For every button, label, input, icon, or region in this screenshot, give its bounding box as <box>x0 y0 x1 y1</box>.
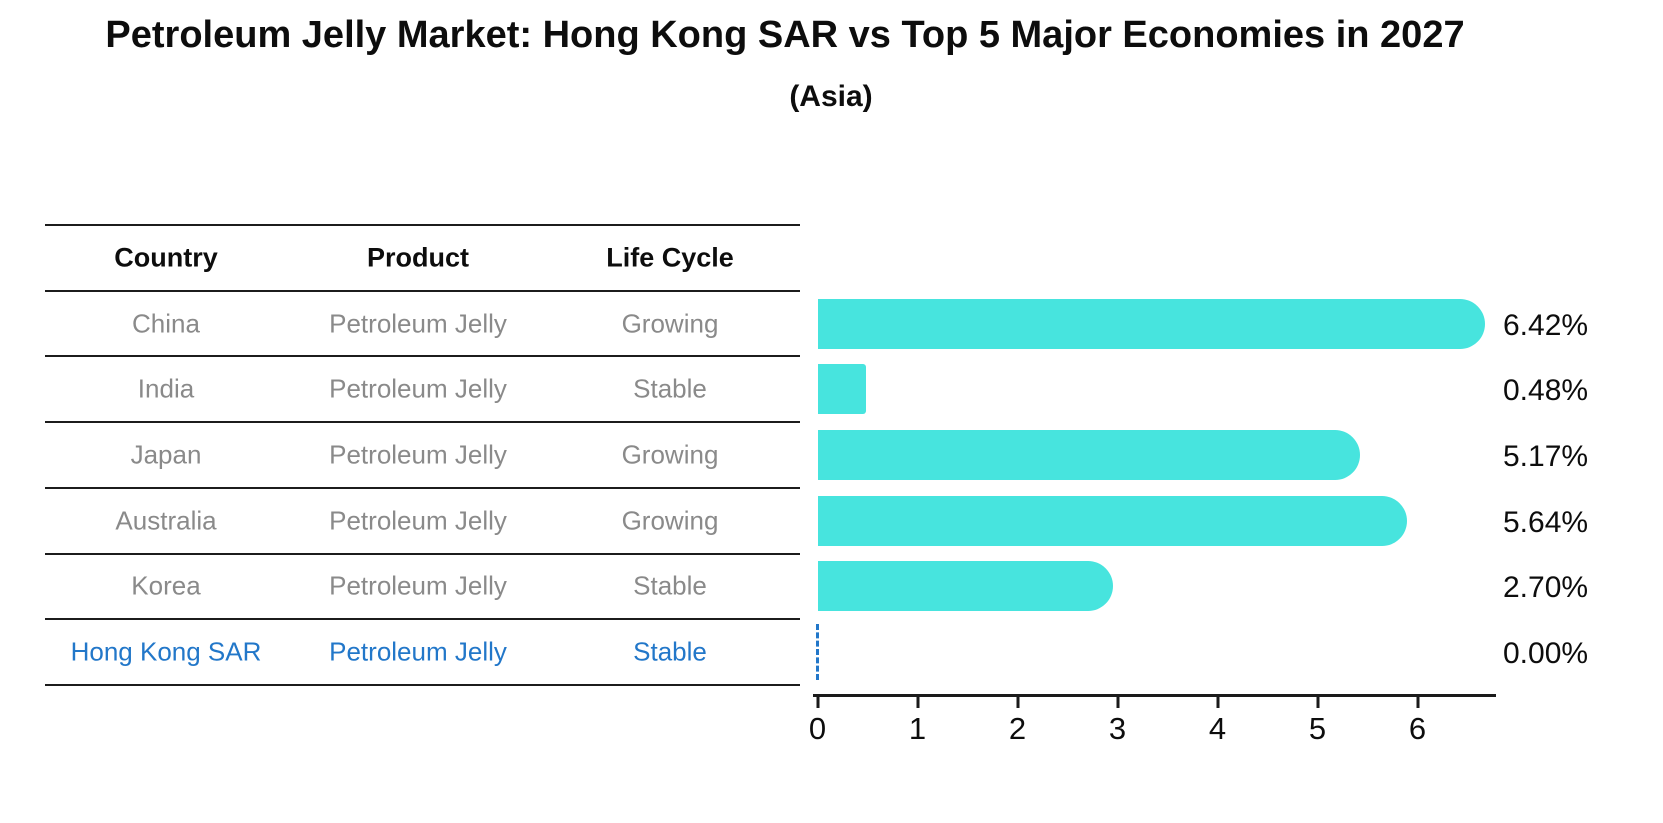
bar-india <box>817 364 866 415</box>
table-cell-product: Petroleum Jelly <box>329 373 507 404</box>
x-axis-tick-label: 2 <box>1008 711 1027 746</box>
bar-korea <box>817 561 1113 612</box>
table-cell-life-cycle: Stable <box>633 570 707 601</box>
bar-value-label: 0.48% <box>1503 374 1589 408</box>
x-axis-tick-label: 6 <box>1408 711 1427 746</box>
table-separator-line <box>45 289 800 292</box>
table-separator-line <box>45 224 800 226</box>
x-axis-tick <box>1316 697 1319 708</box>
table-cell-country: Australia <box>115 505 217 536</box>
x-axis-tick <box>1116 697 1119 708</box>
table-cell-country: China <box>132 308 200 339</box>
table-cell-product: Petroleum Jelly <box>329 505 507 536</box>
bar-value-label: 0.00% <box>1503 637 1589 671</box>
x-axis-tick-label: 0 <box>808 711 827 746</box>
x-axis-tick-label: 4 <box>1208 711 1227 746</box>
x-axis-tick-label: 3 <box>1108 711 1127 746</box>
table-separator-line <box>45 683 800 686</box>
table-cell-life-cycle: Growing <box>621 439 719 470</box>
table-separator-line <box>45 552 800 555</box>
table-cell-life-cycle: Growing <box>621 505 719 536</box>
table-separator-line <box>45 421 800 424</box>
x-axis-tick <box>1016 697 1019 708</box>
table-cell-country: Korea <box>131 570 201 601</box>
table-separator-line <box>45 618 800 621</box>
table-cell-product: Petroleum Jelly <box>329 570 507 601</box>
table-cell-country: Hong Kong SAR <box>70 636 262 667</box>
table-cell-product: Petroleum Jelly <box>329 308 507 339</box>
table-cell-product: Petroleum Jelly <box>329 636 507 667</box>
bar-value-label: 2.70% <box>1503 571 1589 605</box>
x-axis-tick <box>1416 697 1419 708</box>
zero-value-dashed-line <box>816 624 819 681</box>
table-cell-life-cycle: Stable <box>633 636 707 667</box>
x-axis-tick <box>816 697 819 708</box>
bar-japan <box>817 429 1360 480</box>
bar-value-label: 5.17% <box>1503 439 1589 473</box>
table-cell-product: Petroleum Jelly <box>329 439 507 470</box>
table-cell-life-cycle: Stable <box>633 373 707 404</box>
x-axis-tick <box>916 697 919 708</box>
bar-value-label: 5.64% <box>1503 505 1589 539</box>
chart-subtitle: (Asia) <box>789 80 873 113</box>
bar-australia <box>817 495 1407 546</box>
x-axis-tick-label: 1 <box>908 711 927 746</box>
table-separator-line <box>45 486 800 489</box>
x-axis-tick-label: 5 <box>1308 711 1327 746</box>
table-cell-country: India <box>137 373 195 404</box>
table-separator-line <box>45 355 800 358</box>
table-cell-life-cycle: Growing <box>621 308 719 339</box>
bar-china <box>817 298 1485 349</box>
chart-title: Petroleum Jelly Market: Hong Kong SAR vs… <box>105 14 1465 56</box>
table-header-life-cycle: Life Cycle <box>606 242 734 273</box>
table-header-country: Country <box>114 242 218 273</box>
bar-value-label: 6.42% <box>1503 308 1589 342</box>
table-header-product: Product <box>366 242 470 273</box>
table-cell-country: Japan <box>130 439 202 470</box>
x-axis-tick <box>1216 697 1219 708</box>
x-axis-line <box>813 694 1496 697</box>
